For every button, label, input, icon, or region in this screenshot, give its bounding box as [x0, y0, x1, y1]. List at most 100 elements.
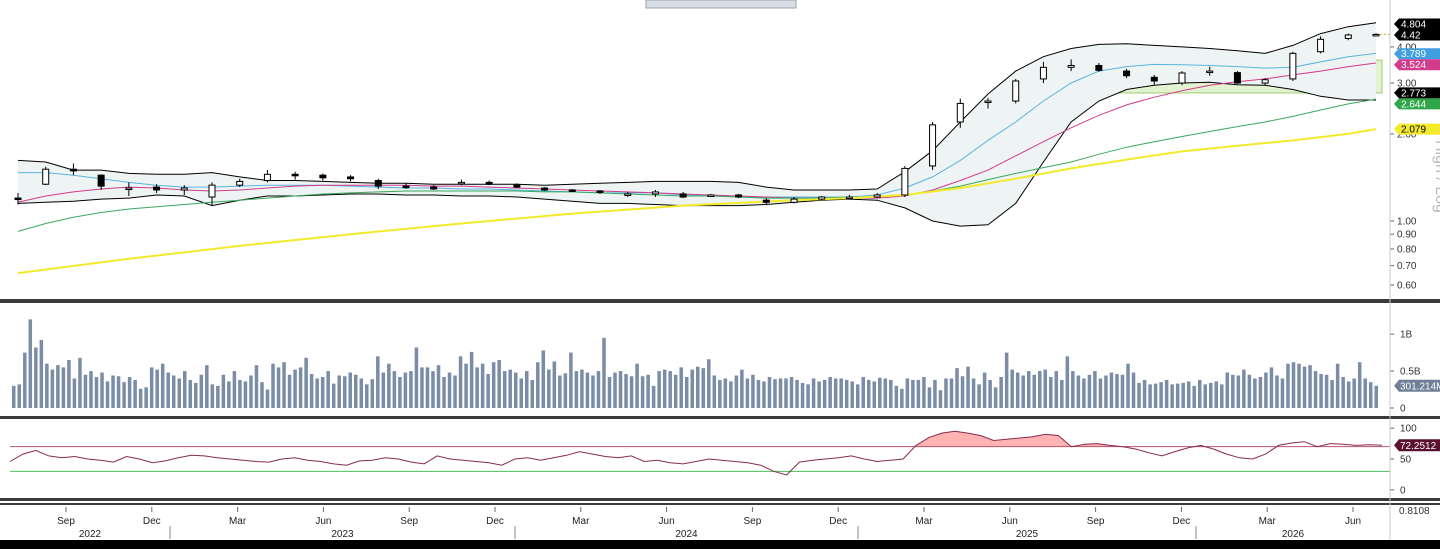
x-axis: Sep Dec Mar Jun Sep Dec Mar Jun Sep Dec Mar Jun Sep D…	[57, 506, 1430, 540]
x-month-label: Sep	[57, 516, 75, 527]
volume-bar	[392, 371, 397, 408]
volume-bar	[298, 367, 303, 408]
candle-body	[596, 190, 604, 193]
volume-bar	[822, 379, 827, 408]
candle-body	[402, 185, 410, 189]
x-month-label: Jun	[1002, 516, 1018, 527]
volume-bar	[1010, 369, 1014, 408]
volume-bar	[690, 369, 694, 408]
volume-bar	[144, 387, 148, 408]
volume-bar	[1357, 362, 1362, 408]
volume-bar	[701, 368, 706, 408]
x-year-label: 2022	[79, 529, 102, 540]
y-tick-label: 50	[1400, 455, 1412, 466]
volume-bar	[872, 381, 877, 408]
value-badge	[1394, 98, 1440, 110]
volume-bar	[817, 381, 821, 408]
y-tick-label: 0.90	[1397, 230, 1417, 241]
volume-bar	[287, 374, 292, 408]
volume-bar	[751, 374, 755, 408]
volume-bar	[1341, 376, 1345, 408]
candle-body	[1372, 33, 1380, 37]
volume-bar	[1181, 382, 1185, 408]
volume-bar	[232, 371, 237, 408]
candle-body	[236, 180, 244, 186]
volume-bar	[453, 375, 457, 408]
volume-bar	[83, 374, 88, 408]
y-tick-label: 0	[1400, 485, 1406, 496]
volume-bar	[1060, 379, 1064, 408]
volume-bar	[911, 379, 915, 408]
candle-body	[541, 187, 549, 191]
value-badge-label: 2.644	[1401, 99, 1426, 110]
volume-bar	[1087, 374, 1092, 408]
volume-bar	[673, 374, 678, 408]
volume-bar	[326, 371, 330, 408]
volume-bar	[988, 379, 992, 408]
volume-bar	[320, 376, 325, 408]
volume-bar	[1346, 381, 1351, 408]
volume-bar	[745, 378, 750, 408]
volume-bar	[1214, 381, 1219, 408]
volume-bar	[431, 371, 435, 408]
volume-bar	[199, 374, 204, 408]
candle-body	[1150, 76, 1158, 82]
volume-bar	[78, 357, 82, 408]
volume-bar	[1120, 374, 1125, 408]
volume-bar	[850, 381, 854, 408]
panel-separator	[0, 503, 1440, 505]
volume-bar	[354, 374, 358, 408]
volume-bar	[370, 379, 375, 408]
volume-bar	[629, 376, 634, 408]
volume-bar	[558, 375, 562, 408]
volume-bar	[833, 378, 838, 408]
candle-body	[1039, 66, 1047, 80]
volume-bar	[1374, 385, 1378, 408]
y-tick-label: 2.00	[1397, 129, 1417, 140]
candle-body	[1233, 72, 1241, 84]
chart-handle[interactable]	[645, 0, 797, 9]
candle-body	[263, 173, 271, 182]
panel-separator	[0, 498, 1440, 501]
volume-bar	[221, 374, 226, 408]
volume-bar	[436, 365, 441, 408]
candle-body	[1261, 79, 1269, 84]
volume-bar	[541, 350, 546, 408]
volume-bar	[1231, 374, 1235, 408]
volume-bar	[1242, 369, 1246, 408]
volume-bar	[34, 347, 38, 408]
x-month-label: Jun	[659, 516, 675, 527]
volume-bar	[1071, 371, 1075, 408]
volume-bar	[398, 376, 402, 408]
volume-bar	[155, 369, 159, 408]
volume-bar	[734, 375, 739, 408]
candle-body	[319, 174, 327, 179]
volume-bar	[1032, 374, 1036, 408]
volume-bar	[547, 369, 551, 408]
volume-bar	[800, 382, 805, 408]
x-year-label: 2026	[1282, 529, 1305, 540]
volume-bar	[778, 378, 783, 408]
candle-body	[208, 184, 216, 198]
volume-bar	[425, 367, 430, 408]
volume-bar	[657, 371, 661, 408]
candle-body	[1067, 65, 1075, 68]
candle-body	[956, 102, 964, 123]
volume-bar	[668, 371, 672, 408]
volume-bar	[331, 383, 336, 408]
candle-body	[1317, 38, 1325, 53]
volume-bar	[723, 378, 728, 408]
x-month-label: Dec	[143, 516, 161, 527]
volume-bar	[513, 372, 518, 408]
candle-body	[42, 168, 50, 185]
volume-bar	[1049, 376, 1053, 408]
volume-bar	[795, 379, 799, 408]
series-line-ma-slow	[17, 98, 1377, 232]
volume-bar	[387, 363, 391, 408]
volume-bar	[1308, 365, 1312, 408]
volume-bar	[116, 376, 121, 408]
volume-bar	[999, 376, 1003, 408]
candle-body	[790, 198, 798, 203]
volume-bar	[1269, 367, 1274, 408]
volume-bar	[1137, 382, 1141, 408]
